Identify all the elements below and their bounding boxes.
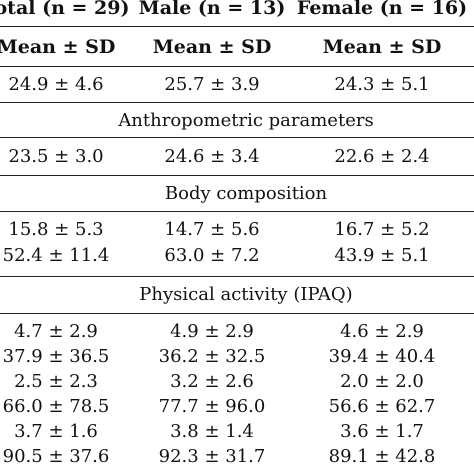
cell-female: 39.4 ± 40.4	[328, 346, 436, 367]
cell-female: 24.3 ± 5.1	[334, 74, 430, 95]
header-rule	[0, 26, 474, 28]
cell-male: 92.3 ± 31.7	[158, 446, 266, 467]
section-anthropometric: Anthropometric parameters	[118, 110, 374, 131]
cell-total: 52.4 ± 11.4	[2, 245, 110, 266]
section-rule	[0, 102, 474, 104]
header-male: Male (n = 13)	[138, 0, 286, 19]
subheader-male: Mean ± SD	[152, 36, 272, 58]
cell-female: 43.9 ± 5.1	[334, 245, 430, 266]
cell-total: 2.5 ± 2.3	[14, 371, 98, 392]
cell-female: 89.1 ± 42.8	[328, 446, 436, 467]
cell-total: 37.9 ± 36.5	[2, 346, 110, 367]
section-body-composition: Body composition	[164, 183, 328, 204]
cell-female: 22.6 ± 2.4	[334, 146, 430, 167]
header-total: Total (n = 29)	[0, 0, 130, 19]
cell-female: 3.6 ± 1.7	[340, 421, 424, 442]
cell-female: 16.7 ± 5.2	[334, 219, 430, 240]
cell-male: 63.0 ± 7.2	[164, 245, 260, 266]
cell-male: 77.7 ± 96.0	[158, 396, 266, 417]
subheader-total: Mean ± SD	[0, 36, 116, 58]
subheader-rule	[0, 66, 474, 68]
cell-total: 3.7 ± 1.6	[14, 421, 98, 442]
cell-total: 4.7 ± 2.9	[14, 321, 98, 342]
cell-total: 24.9 ± 4.6	[8, 74, 104, 95]
cell-male: 24.6 ± 3.4	[164, 146, 260, 167]
cell-total: 15.8 ± 5.3	[8, 219, 104, 240]
section-rule	[0, 313, 474, 315]
cell-total: 66.0 ± 78.5	[2, 396, 110, 417]
cell-male: 3.8 ± 1.4	[170, 421, 254, 442]
section-rule	[0, 175, 474, 177]
section-physical-activity: Physical activity (IPAQ)	[139, 284, 353, 305]
cell-male: 14.7 ± 5.6	[164, 219, 260, 240]
cell-male: 36.2 ± 32.5	[158, 346, 266, 367]
cell-male: 3.2 ± 2.6	[170, 371, 254, 392]
cell-male: 4.9 ± 2.9	[170, 321, 254, 342]
section-rule	[0, 211, 474, 213]
cell-female: 56.6 ± 62.7	[328, 396, 436, 417]
cell-female: 4.6 ± 2.9	[340, 321, 424, 342]
cell-total: 23.5 ± 3.0	[8, 146, 104, 167]
section-rule	[0, 276, 474, 278]
cell-total: 90.5 ± 37.6	[2, 446, 110, 467]
subheader-female: Mean ± SD	[322, 36, 442, 58]
cell-male: 25.7 ± 3.9	[164, 74, 260, 95]
cell-female: 2.0 ± 2.0	[340, 371, 424, 392]
header-female: Female (n = 16)	[296, 0, 468, 19]
section-rule	[0, 137, 474, 139]
